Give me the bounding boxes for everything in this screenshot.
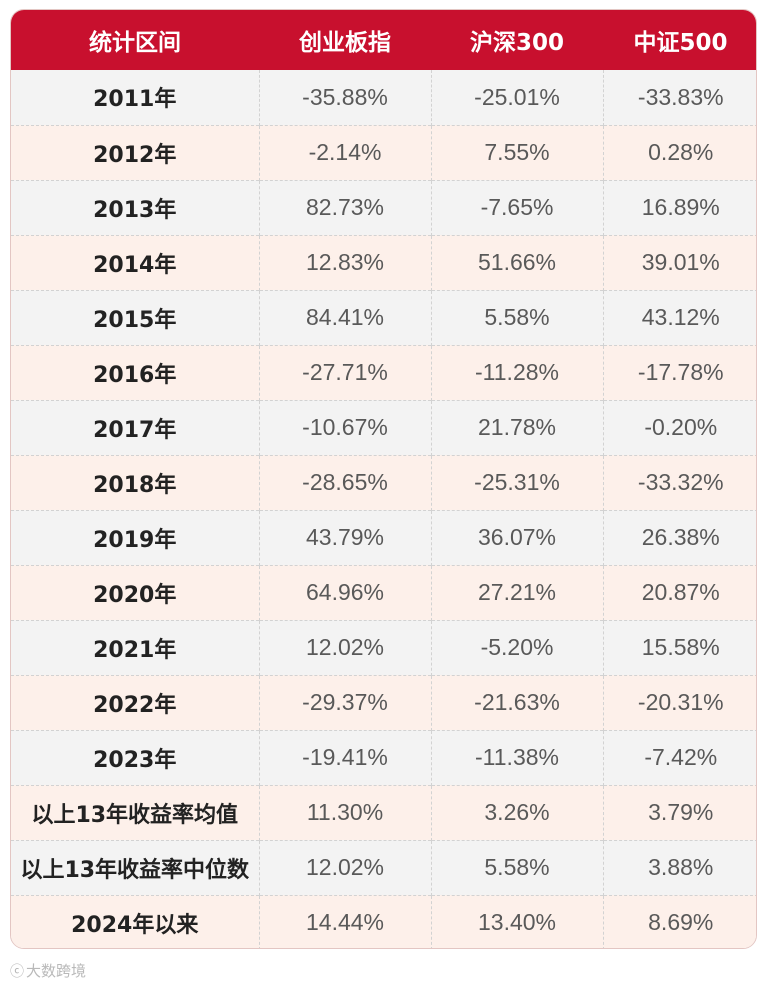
- header-chinext: 创业板指: [299, 30, 391, 56]
- cell-csi500: 15.58%: [602, 619, 756, 675]
- table-header: 统计区间 创业板指 沪深300 中证500: [11, 10, 756, 70]
- cell-chinext: 12.83%: [258, 234, 431, 290]
- header-row: 统计区间 创业板指 沪深300 中证500: [11, 10, 756, 70]
- cell-csi300: 3.26%: [430, 784, 603, 840]
- cell-csi300: 27.21%: [430, 564, 603, 620]
- cell-csi500: -20.31%: [602, 674, 756, 730]
- cell-csi300: -25.31%: [430, 454, 603, 510]
- cell-csi500: -0.20%: [602, 399, 756, 455]
- row-label: 2023年: [11, 729, 259, 785]
- table-row: 2024年以来 14.44% 13.40% 8.69%: [11, 894, 756, 948]
- row-label: 2014年: [11, 234, 259, 290]
- cell-chinext: -27.71%: [258, 344, 431, 400]
- row-label: 以上13年收益率均值: [11, 784, 259, 840]
- row-label: 2016年: [11, 344, 259, 400]
- table-row: 2018年 -28.65% -25.31% -33.32%: [11, 454, 756, 510]
- cell-chinext: -2.14%: [258, 124, 431, 180]
- cell-chinext: -19.41%: [258, 729, 431, 785]
- cell-csi300: -21.63%: [430, 674, 603, 730]
- cell-csi500: 16.89%: [602, 179, 756, 235]
- row-label: 2013年: [11, 179, 259, 235]
- returns-table: 统计区间 创业板指 沪深300 中证500 2011年 -35.88% -25.01…: [11, 10, 756, 948]
- cell-csi300: 36.07%: [430, 509, 603, 565]
- cloud-logo-icon: ⓒ: [10, 963, 24, 980]
- cell-csi500: -33.83%: [602, 70, 756, 125]
- table-row: 2020年 64.96% 27.21% 20.87%: [11, 564, 756, 620]
- header-period: 统计区间: [89, 30, 181, 56]
- row-label: 2011年: [93, 87, 177, 113]
- table-row: 2017年 -10.67% 21.78% -0.20%: [11, 399, 756, 455]
- cell-csi500: 43.12%: [602, 289, 756, 345]
- cell-chinext: 84.41%: [258, 289, 431, 345]
- cell-chinext: 11.30%: [258, 784, 431, 840]
- table-row: 以上13年收益率均值 11.30% 3.26% 3.79%: [11, 784, 756, 840]
- cell-chinext: 43.79%: [258, 509, 431, 565]
- cell-csi300: 21.78%: [430, 399, 603, 455]
- row-label: 2012年: [11, 124, 259, 180]
- cell-csi500: 3.88%: [602, 839, 756, 895]
- cell-csi300: -25.01%: [430, 70, 603, 125]
- header-csi500: 中证500: [633, 30, 728, 56]
- watermark: ⓒ 大数跨境: [10, 960, 86, 981]
- table-row: 2015年 84.41% 5.58% 43.12%: [11, 289, 756, 345]
- cell-csi500: 8.69%: [602, 894, 756, 948]
- table-row: 2011年 -35.88% -25.01% -33.83%: [11, 70, 756, 125]
- cell-csi500: 0.28%: [602, 124, 756, 180]
- cell-csi300: 51.66%: [430, 234, 603, 290]
- row-label: 2019年: [11, 509, 259, 565]
- cell-csi300: -5.20%: [430, 619, 603, 675]
- table-row: 2019年 43.79% 36.07% 26.38%: [11, 509, 756, 565]
- cell-chinext: -28.65%: [258, 454, 431, 510]
- cell-csi500: 26.38%: [602, 509, 756, 565]
- cell-chinext: -29.37%: [258, 674, 431, 730]
- table-body: 2011年 -35.88% -25.01% -33.83% 2012年 -2.14% 7.5…: [11, 70, 756, 948]
- cell-csi300: 7.55%: [430, 124, 603, 180]
- table-row: 2014年 12.83% 51.66% 39.01%: [11, 234, 756, 290]
- table-row: 2016年 -27.71% -11.28% -17.78%: [11, 344, 756, 400]
- cell-chinext: 82.73%: [258, 179, 431, 235]
- cell-chinext: 64.96%: [258, 564, 431, 620]
- table-row: 2013年 82.73% -7.65% 16.89%: [11, 179, 756, 235]
- cell-chinext: -10.67%: [258, 399, 431, 455]
- row-label: 2021年: [11, 619, 259, 675]
- cell-csi500: 20.87%: [602, 564, 756, 620]
- table-row: 2022年 -29.37% -21.63% -20.31%: [11, 674, 756, 730]
- cell-csi300: 5.58%: [430, 289, 603, 345]
- header-csi300: 沪深300: [469, 30, 564, 56]
- cell-csi500: -7.42%: [602, 729, 756, 785]
- table-row: 2021年 12.02% -5.20% 15.58%: [11, 619, 756, 675]
- table-row: 2012年 -2.14% 7.55% 0.28%: [11, 124, 756, 180]
- table-row: 2023年 -19.41% -11.38% -7.42%: [11, 729, 756, 785]
- cell-chinext: 12.02%: [258, 839, 431, 895]
- cell-csi300: 13.40%: [430, 894, 603, 948]
- cell-csi500: -17.78%: [602, 344, 756, 400]
- cell-csi300: -11.28%: [430, 344, 603, 400]
- cell-chinext: 12.02%: [258, 619, 431, 675]
- cell-csi300: -7.65%: [430, 179, 603, 235]
- cell-csi300: -11.38%: [430, 729, 603, 785]
- cell-csi500: -33.32%: [602, 454, 756, 510]
- returns-table-container: 统计区间 创业板指 沪深300 中证500 2011年 -35.88% -25.01…: [10, 9, 757, 949]
- cell-csi300: 5.58%: [430, 839, 603, 895]
- cell-csi500: 3.79%: [602, 784, 756, 840]
- watermark-text: 大数跨境: [26, 962, 87, 980]
- table-row: 以上13年收益率中位数 12.02% 5.58% 3.88%: [11, 839, 756, 895]
- row-label: 2024年以来: [11, 894, 259, 948]
- row-label: 2015年: [11, 289, 259, 345]
- cell-chinext: -35.88%: [258, 70, 431, 125]
- row-label: 2018年: [11, 454, 259, 510]
- row-label: 2017年: [11, 399, 259, 455]
- row-label: 以上13年收益率中位数: [11, 839, 259, 895]
- cell-chinext: 14.44%: [258, 894, 431, 948]
- row-label: 2020年: [11, 564, 259, 620]
- cell-csi500: 39.01%: [602, 234, 756, 290]
- row-label: 2022年: [11, 674, 259, 730]
